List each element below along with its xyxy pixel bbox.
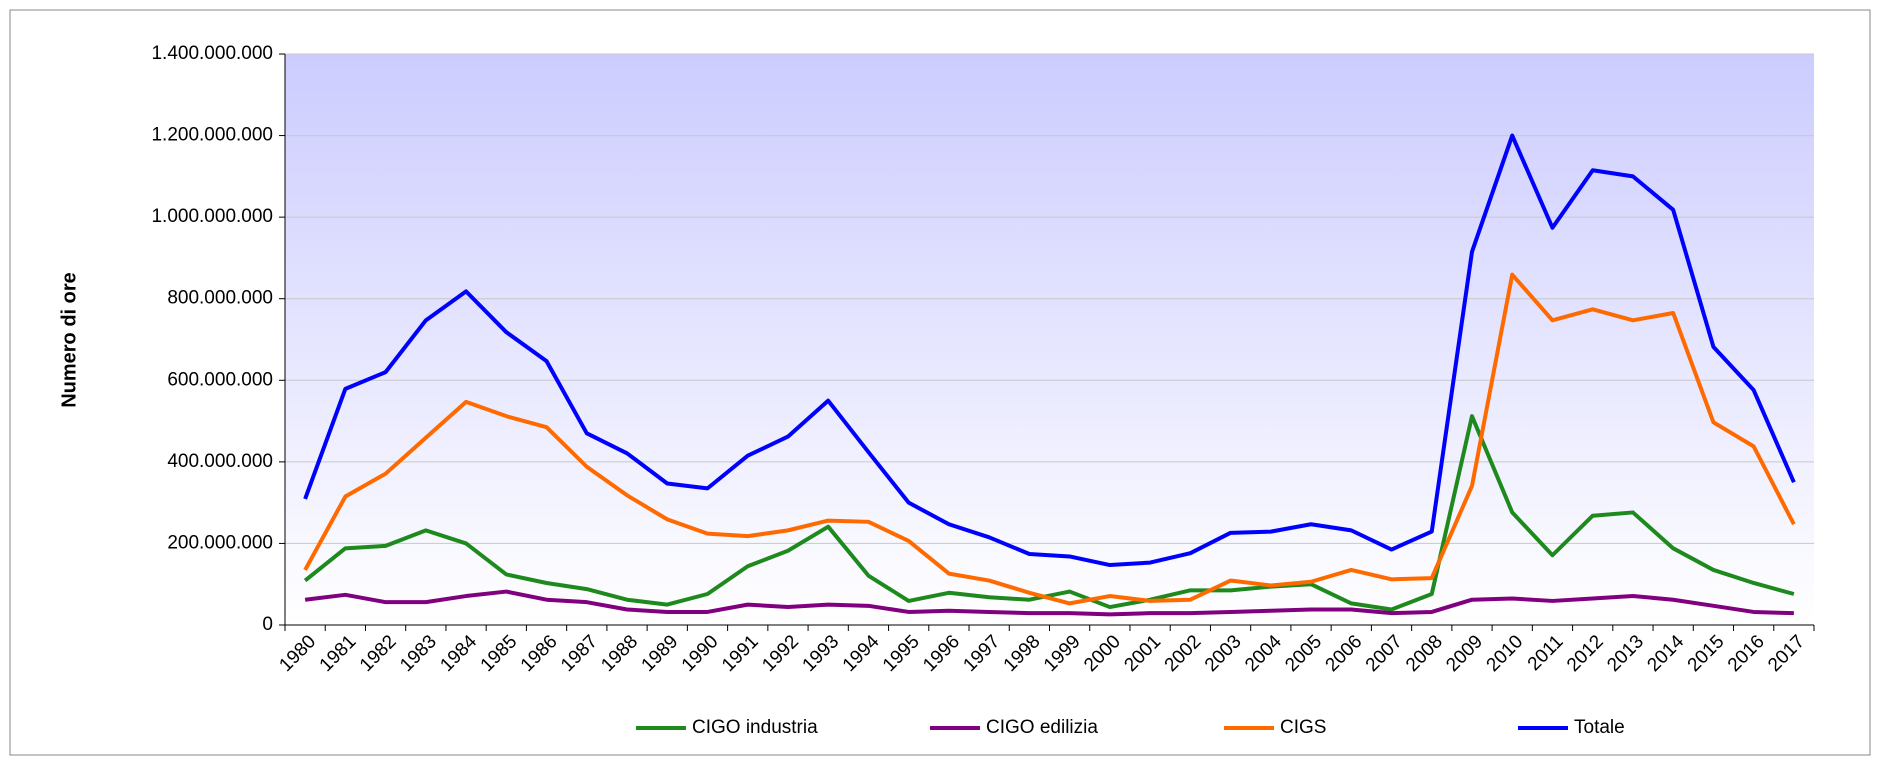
y-tick-label: 400.000.000	[167, 451, 273, 472]
y-tick-label: 1.000.000.000	[151, 206, 273, 227]
y-axis-label: Numero di ore	[58, 272, 80, 408]
series-line	[304, 589, 1794, 617]
y-tick-label: 1.400.000.000	[151, 43, 273, 64]
plot-area	[285, 54, 1814, 625]
legend-label: CIGS	[1280, 717, 1326, 738]
legend-label: CIGO industria	[692, 717, 818, 738]
y-tick-label: 1.200.000.000	[151, 125, 273, 146]
series-line	[303, 133, 1796, 568]
legend-label: Totale	[1574, 717, 1625, 738]
y-tick-label: 800.000.000	[167, 288, 273, 309]
series-line	[303, 272, 1796, 606]
legend-label: CIGO edilizia	[986, 717, 1098, 738]
series-line	[303, 414, 1795, 612]
y-tick-label: 200.000.000	[167, 532, 273, 553]
y-tick-label: 600.000.000	[167, 369, 273, 390]
y-tick-label: 0	[262, 614, 273, 635]
